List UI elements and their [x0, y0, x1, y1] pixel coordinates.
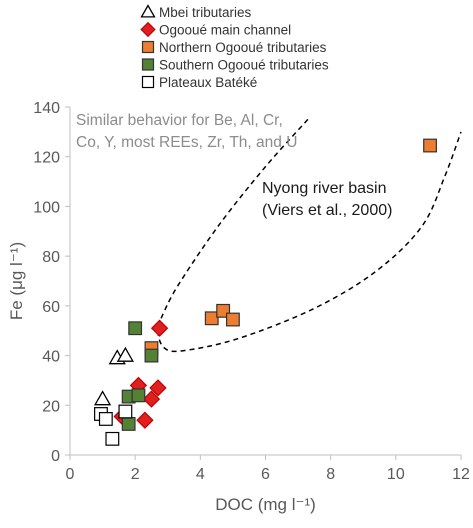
legend-label: Ogooué main channel — [159, 23, 291, 38]
legend-marker — [140, 4, 156, 18]
series-square-open — [94, 404, 133, 446]
series-triangle-open — [93, 346, 134, 406]
data-point — [116, 346, 134, 362]
x-tick-label: 4 — [196, 466, 205, 483]
legend-label: Mbei tributaries — [159, 5, 252, 20]
y-tick-label: 0 — [51, 448, 60, 465]
series-square — [144, 138, 437, 356]
y-tick-label: 100 — [33, 199, 60, 216]
x-tick-label: 12 — [452, 466, 470, 483]
x-tick-label: 10 — [387, 466, 405, 483]
data-point — [423, 138, 437, 153]
data-point — [105, 431, 120, 446]
data-point — [136, 411, 154, 429]
data-point — [150, 319, 169, 337]
legend-label: Plateaux Batéké — [159, 75, 257, 90]
legend-marker — [141, 40, 155, 54]
y-tick-label: 60 — [42, 299, 60, 316]
nyong-basin-label: Nyong river basin — [262, 180, 387, 197]
legend-entry: Ogooué main channel — [140, 21, 291, 38]
data-point — [98, 412, 113, 426]
legend-marker — [141, 75, 155, 89]
envelope-layer — [157, 118, 462, 353]
y-tick-label: 40 — [42, 349, 60, 366]
y-axis-title: Fe (μg l⁻¹) — [7, 242, 26, 320]
annotation-layer: Similar behavior for Be, Al, Cr, Co, Y, m… — [76, 112, 392, 219]
data-point — [128, 321, 143, 336]
legend: Mbei tributaries Ogooué main channel North… — [140, 4, 329, 90]
data-point — [225, 312, 240, 327]
data-point — [144, 348, 159, 363]
nyong-envelope-curve — [157, 118, 462, 353]
x-tick-label: 0 — [66, 466, 75, 483]
legend-entry: Southern Ogooué tributaries — [141, 58, 329, 73]
similar-behavior-note: Similar behavior for Be, Al, Cr, — [76, 112, 283, 129]
x-tick-label: 2 — [131, 466, 140, 483]
data-point — [204, 311, 219, 326]
legend-label: Southern Ogooué tributaries — [159, 58, 329, 73]
y-tick-label: 140 — [33, 100, 60, 117]
y-tick-label: 20 — [42, 398, 60, 415]
data-point — [118, 404, 133, 419]
x-axis-title: DOC (mg l⁻¹) — [215, 495, 316, 514]
nyong-basin-label: (Viers et al., 2000) — [262, 202, 392, 219]
legend-entry: Plateaux Batéké — [141, 75, 257, 90]
legend-entry: Mbei tributaries — [140, 4, 252, 20]
x-tick-label: 8 — [326, 466, 335, 483]
data-point — [121, 417, 136, 431]
data-point — [93, 390, 112, 406]
series-square — [121, 321, 159, 431]
data-point — [149, 379, 167, 397]
legend-label: Northern Ogooué tributaries — [159, 40, 327, 55]
x-tick-label: 6 — [261, 466, 270, 483]
y-tick-label: 80 — [42, 249, 60, 266]
legend-entry: Northern Ogooué tributaries — [141, 40, 327, 55]
legend-marker — [141, 58, 155, 71]
y-tick-label: 120 — [33, 150, 60, 167]
data-point — [131, 388, 146, 403]
points-layer — [93, 138, 437, 446]
data-point — [142, 390, 161, 408]
similar-behavior-note: Co, Y, most REEs, Zr, Th, and U — [76, 134, 297, 151]
legend-marker — [140, 21, 156, 38]
